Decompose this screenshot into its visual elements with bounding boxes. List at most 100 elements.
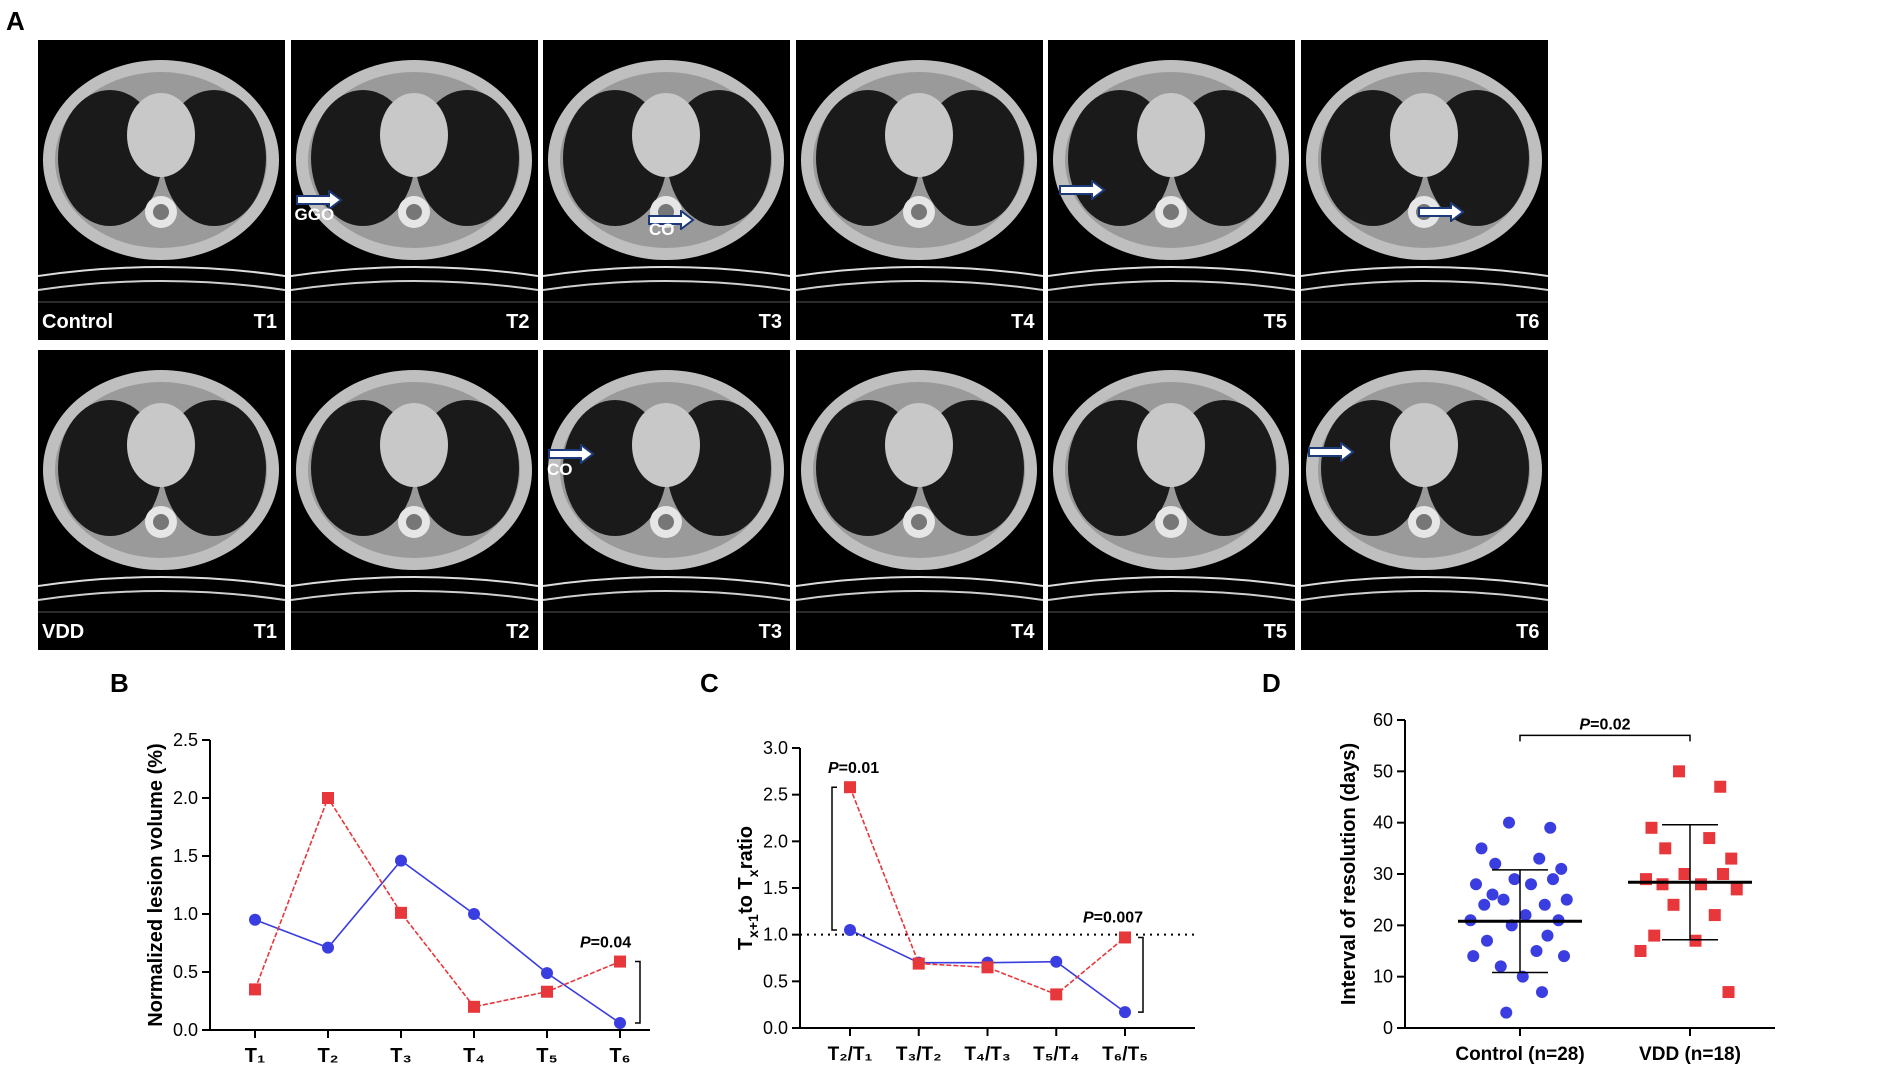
significance-bracket — [1520, 735, 1690, 741]
ct-heart — [380, 403, 448, 487]
arrow-shape — [1060, 181, 1104, 199]
data-point-vdd — [982, 961, 994, 973]
y-tick-label: 30 — [1373, 864, 1393, 884]
data-point-vdd — [1646, 822, 1658, 834]
data-point-control — [1050, 956, 1062, 968]
ct-heart — [632, 403, 700, 487]
ct-spine-core — [1163, 514, 1179, 530]
data-point-vdd — [1648, 930, 1660, 942]
data-point-control — [1531, 945, 1543, 957]
data-point-control — [1509, 873, 1521, 885]
ct-annotation-label: CO — [649, 220, 675, 240]
p-value-label: P=0.04 — [580, 935, 631, 952]
ct-table-line — [1048, 267, 1295, 276]
data-point-control — [844, 924, 856, 936]
y-tick-label: 1.5 — [173, 846, 198, 866]
ct-scan-drawing — [1301, 350, 1548, 650]
arrow-shape — [1419, 203, 1463, 221]
data-point-vdd — [1709, 909, 1721, 921]
x-tick-label: Control (n=28) — [1455, 1044, 1584, 1065]
p-value-p: P — [580, 935, 591, 952]
series-line-control — [255, 861, 620, 1023]
ct-scan-drawing — [543, 350, 790, 650]
series-line-vdd — [255, 798, 620, 1007]
data-point-control — [1539, 899, 1551, 911]
y-tick-label: 2.0 — [173, 788, 198, 808]
y-tick-label: 50 — [1373, 761, 1393, 781]
ct-spine-core — [1163, 204, 1179, 220]
data-point-vdd — [1725, 853, 1737, 865]
ct-table-line — [543, 591, 790, 600]
ct-table-line — [1301, 281, 1548, 290]
data-point-control — [1467, 950, 1479, 962]
panel-label-b: B — [110, 668, 129, 699]
data-point-vdd — [1723, 986, 1735, 998]
data-point-control — [1561, 894, 1573, 906]
ct-heart — [127, 403, 195, 487]
ct-timepoint-label: T2 — [506, 311, 529, 334]
y-tick-label: 0 — [1383, 1018, 1393, 1038]
data-point-control — [1547, 873, 1559, 885]
y-tick-label: 1.5 — [763, 878, 788, 898]
ct-timepoint-label: T3 — [759, 311, 782, 334]
y-tick-label: 60 — [1373, 710, 1393, 730]
data-point-vdd — [844, 781, 856, 793]
ct-table-line — [796, 577, 1043, 586]
x-tick-label: T₃ — [390, 1045, 411, 1067]
data-point-control — [1503, 817, 1515, 829]
data-point-vdd — [1690, 935, 1702, 947]
ct-timepoint-label: T4 — [1011, 621, 1034, 644]
ct-timepoint-label: T6 — [1516, 621, 1539, 644]
ct-image: T2 — [291, 350, 538, 650]
ct-heart — [127, 93, 195, 177]
p-value-text: =0.01 — [839, 760, 880, 777]
ct-timepoint-label: T3 — [759, 621, 782, 644]
y-tick-label: 10 — [1373, 967, 1393, 987]
ct-scan-drawing — [796, 350, 1043, 650]
data-point-control — [1470, 878, 1482, 890]
data-point-vdd — [1050, 988, 1062, 1000]
p-value-p: P — [1083, 910, 1094, 927]
ct-table-line — [38, 577, 285, 586]
data-point-vdd — [1714, 781, 1726, 793]
data-point-control — [395, 855, 407, 867]
ct-heart — [1390, 403, 1458, 487]
ct-timepoint-label: T4 — [1011, 311, 1034, 334]
y-tick-label: 2.5 — [173, 730, 198, 750]
ct-table-line — [1048, 577, 1295, 586]
y-tick-label: 2.0 — [763, 831, 788, 851]
ct-annotation-label: GGO — [295, 205, 335, 225]
ct-table-line — [543, 281, 790, 290]
p-value-text: =0.007 — [1094, 910, 1143, 927]
p-value-text: =0.04 — [591, 935, 632, 952]
p-value-label: P=0.01 — [828, 760, 879, 777]
data-point-vdd — [1668, 899, 1680, 911]
y-tick-label: 1.0 — [173, 904, 198, 924]
ct-table-line — [1048, 281, 1295, 290]
ct-heart — [1137, 93, 1205, 177]
ct-table-line — [1301, 591, 1548, 600]
y-tick-label: 0.0 — [173, 1020, 198, 1040]
data-point-control — [1119, 1006, 1131, 1018]
p-value-p: P — [828, 760, 839, 777]
ct-scan-drawing — [38, 350, 285, 650]
ct-image: T6 — [1301, 40, 1548, 340]
x-tick-label: T₆ — [609, 1045, 630, 1067]
ct-timepoint-label: T2 — [506, 621, 529, 644]
ct-table-line — [543, 267, 790, 276]
ct-table-line — [1301, 267, 1548, 276]
significance-bracket — [1138, 937, 1143, 1012]
data-point-vdd — [1659, 842, 1671, 854]
data-point-control — [1489, 858, 1501, 870]
ct-table-line — [796, 267, 1043, 276]
data-point-vdd — [1679, 868, 1691, 880]
significance-bracket — [635, 962, 640, 1023]
ct-image: T6 — [1301, 350, 1548, 650]
data-point-control — [1478, 899, 1490, 911]
